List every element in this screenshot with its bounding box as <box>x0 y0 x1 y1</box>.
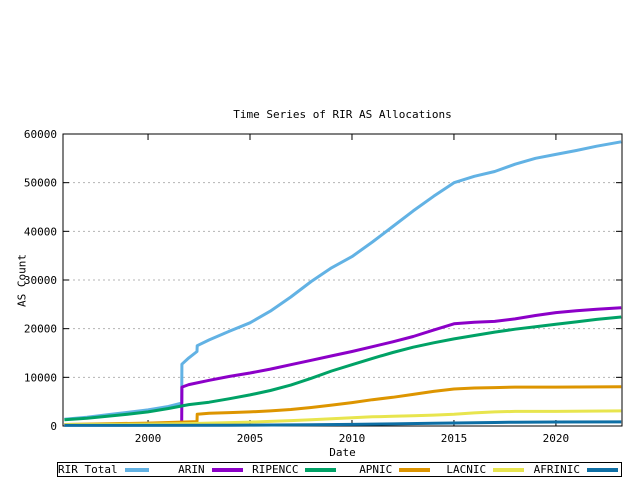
x-tick-label: 2005 <box>237 432 264 445</box>
legend: RIR Total ARIN RIPENCC APNIC LACNIC AFRINIC <box>57 462 622 477</box>
y-tick-label: 0 <box>50 420 57 433</box>
series-line-ripencc <box>64 315 622 422</box>
series-line-apnic <box>64 385 622 426</box>
legend-item-rir-total: RIR Total <box>58 463 152 476</box>
y-tick-label: 10000 <box>24 371 57 384</box>
legend-swatch-afrinic <box>586 467 618 472</box>
x-axis-title: Date <box>329 446 356 459</box>
legend-label-arin: ARIN <box>178 463 205 476</box>
series-line-lacnic <box>64 409 622 426</box>
legend-item-arin: ARIN <box>152 463 246 476</box>
legend-item-afrinic: AFRINIC <box>527 463 621 476</box>
legend-swatch-lacnic <box>493 467 525 472</box>
y-tick-label: 50000 <box>24 177 57 190</box>
legend-item-ripencc: RIPENCC <box>246 463 340 476</box>
legend-swatch-arin <box>211 467 243 472</box>
y-tick-label: 30000 <box>24 274 57 287</box>
x-tick-label: 2015 <box>441 432 468 445</box>
y-tick-label: 60000 <box>24 128 57 141</box>
legend-swatch-apnic <box>399 467 431 472</box>
series-line-rir-total <box>64 140 622 421</box>
y-tick-label: 40000 <box>24 225 57 238</box>
legend-item-lacnic: LACNIC <box>433 463 527 476</box>
legend-label-apnic: APNIC <box>359 463 393 476</box>
chart-title: Time Series of RIR AS Allocations <box>233 108 452 121</box>
legend-label-ripencc: RIPENCC <box>252 463 299 476</box>
legend-label-lacnic: LACNIC <box>446 463 487 476</box>
legend-label-afrinic: AFRINIC <box>533 463 580 476</box>
series-line-afrinic <box>64 420 622 427</box>
legend-swatch-ripencc <box>305 467 337 472</box>
legend-swatch-rir-total <box>124 467 149 472</box>
legend-label-rir-total: RIR Total <box>58 463 118 476</box>
x-tick-label: 2020 <box>543 432 570 445</box>
y-tick-label: 20000 <box>24 323 57 336</box>
series-line-arin <box>64 306 622 427</box>
legend-item-apnic: APNIC <box>339 463 433 476</box>
x-tick-label: 2000 <box>135 432 162 445</box>
x-tick-label: 2010 <box>339 432 366 445</box>
